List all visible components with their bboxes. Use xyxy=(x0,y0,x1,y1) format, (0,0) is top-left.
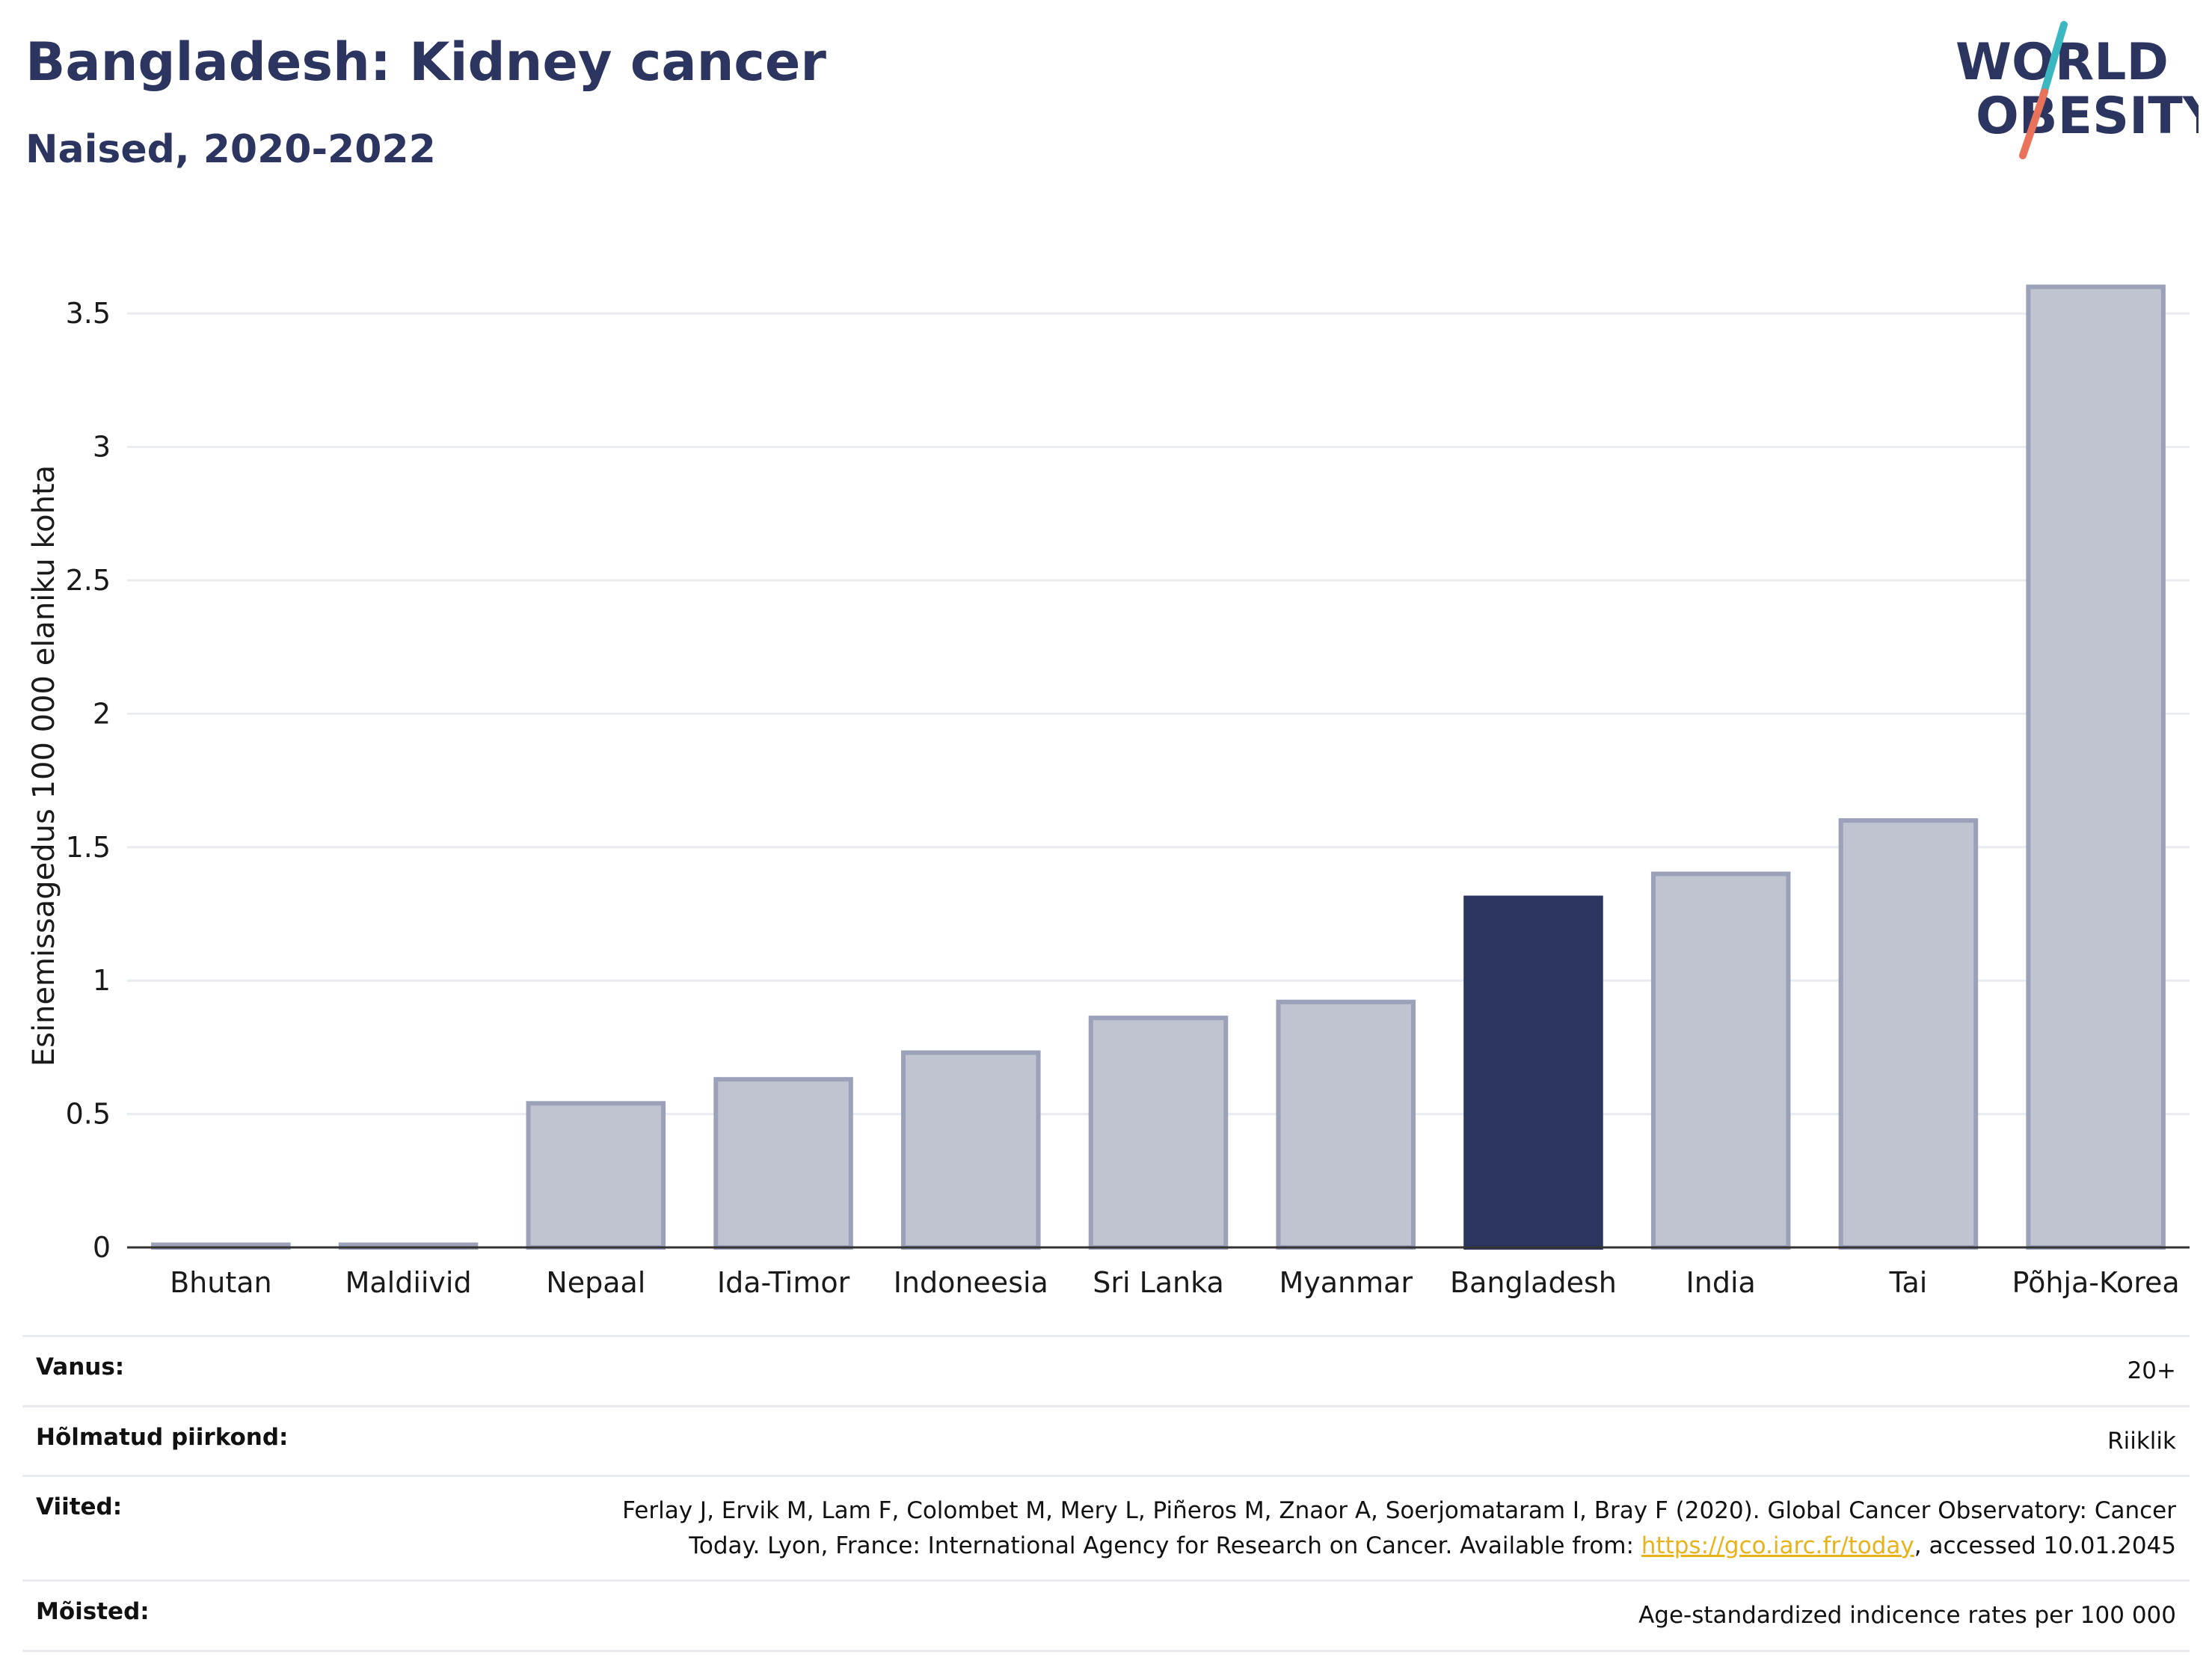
reference-line1: Ferlay J, Ervik M, Lam F, Colombet M, Me… xyxy=(622,1497,2176,1524)
meta-value: Ferlay J, Ervik M, Lam F, Colombet M, Me… xyxy=(622,1493,2176,1563)
x-tick-label: Sri Lanka xyxy=(1093,1266,1224,1299)
y-tick-label: 2 xyxy=(93,697,111,730)
y-tick-label: 0 xyxy=(93,1231,111,1264)
x-tick-label: Bhutan xyxy=(170,1266,272,1299)
bar-sri-lanka xyxy=(1088,1016,1229,1250)
y-tick-label: 1 xyxy=(93,964,111,997)
y-tick-label: 3.5 xyxy=(66,297,111,330)
x-tick-label: Maldiivid xyxy=(345,1266,472,1299)
logo-slash-top xyxy=(2039,21,2068,99)
y-tick-label: 2.5 xyxy=(66,564,111,597)
chart-title: Bangladesh: Kidney cancer xyxy=(25,31,826,93)
reference-link[interactable]: https://gco.iarc.fr/today xyxy=(1641,1532,1914,1559)
meta-row-age: Vanus: 20+ xyxy=(22,1335,2190,1405)
y-axis-label: Esinemissagedus 100 000 elaniku kohta xyxy=(27,465,61,1066)
x-tick-label: Põhja-Korea xyxy=(2012,1266,2180,1299)
meta-row-definitions: Mõisted: Age-standardized indicence rate… xyxy=(22,1579,2190,1652)
bars xyxy=(151,284,2166,1250)
x-tick-label: Ida-Timor xyxy=(717,1266,850,1299)
y-tick-label: 1.5 xyxy=(66,831,111,864)
logo-slash-bottom xyxy=(2019,88,2048,159)
y-tick-label: 0.5 xyxy=(66,1098,111,1131)
meta-row-references: Viited: Ferlay J, Ervik M, Lam F, Colomb… xyxy=(22,1475,2190,1579)
bar-ida-timor xyxy=(713,1077,853,1250)
meta-label: Mõisted: xyxy=(36,1598,150,1625)
meta-label: Hõlmatud piirkond: xyxy=(36,1423,289,1451)
meta-value: Age-standardized indicence rates per 100… xyxy=(1638,1602,2176,1629)
bar-bangladesh xyxy=(1463,895,1603,1250)
chart-subtitle: Naised, 2020-2022 xyxy=(25,127,436,172)
bar-põhja-korea xyxy=(2026,284,2166,1250)
reference-accessed: , accessed 10.01.2045 xyxy=(1914,1532,2176,1559)
meta-row-region: Hõlmatud piirkond: Riiklik xyxy=(22,1404,2190,1476)
bar-tai xyxy=(1838,818,1979,1250)
x-axis-ticks: Bhutan Maldiivid Nepaal Ida-Timor Indoneesia… xyxy=(170,1266,2180,1299)
bar-myanmar xyxy=(1276,999,1416,1250)
bar-chart: 0 0.5 1 1.5 2 2.5 3 3.5 Bhutan Maldiivid Nepaal Id… xyxy=(27,284,2190,1299)
metadata-table: Vanus: 20+ Hõlmatud piirkond: Riiklik Vi… xyxy=(22,1335,2190,1652)
x-tick-label: Tai xyxy=(1889,1266,1928,1299)
y-axis-ticks: 0 0.5 1 1.5 2 2.5 3 3.5 xyxy=(66,297,111,1264)
meta-value: 20+ xyxy=(2127,1357,2176,1384)
meta-label: Viited: xyxy=(36,1493,123,1520)
world-obesity-logo: WORLD OBESITY xyxy=(1956,21,2199,159)
x-tick-label: India xyxy=(1686,1266,1756,1299)
bar-india xyxy=(1650,871,1791,1250)
meta-label: Vanus: xyxy=(36,1354,125,1381)
meta-value: Riiklik xyxy=(2107,1427,2176,1455)
x-tick-label: Indoneesia xyxy=(894,1266,1048,1299)
x-tick-label: Nepaal xyxy=(546,1266,645,1299)
bar-nepaal xyxy=(526,1101,666,1250)
bar-indoneesia xyxy=(901,1050,1041,1250)
x-tick-label: Bangladesh xyxy=(1450,1266,1617,1299)
y-tick-label: 3 xyxy=(93,431,111,464)
reference-line2: Today. Lyon, France: International Agenc… xyxy=(689,1532,1641,1559)
x-tick-label: Myanmar xyxy=(1279,1266,1413,1299)
logo-line2: OBESITY xyxy=(1976,87,2199,146)
